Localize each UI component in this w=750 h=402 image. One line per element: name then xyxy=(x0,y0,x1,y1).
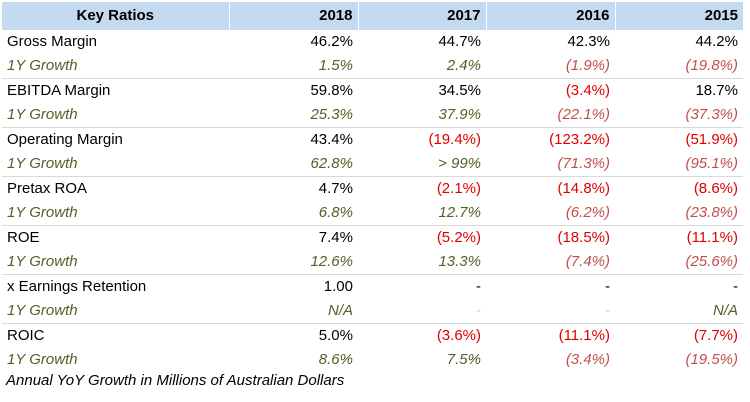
metric-value: - xyxy=(733,278,738,295)
row-roic: ROIC 5.0% (3.6%) (11.1%) (7.7%) xyxy=(2,324,743,349)
growth-value: 7.5% xyxy=(446,351,481,368)
row-ebitda-margin: EBITDA Margin 59.8% 34.5% (3.4%) 18.7% xyxy=(2,79,743,104)
growth-value: (1.9%) xyxy=(486,54,615,79)
growth-value: (37.3%) xyxy=(615,103,743,128)
metric-label: ROE xyxy=(7,229,40,246)
growth-value: (19.5%) xyxy=(685,351,738,368)
metric-value: 4.7% xyxy=(318,180,353,197)
metric-label: Gross Margin xyxy=(7,33,98,50)
row-roe-growth: 1Y Growth 12.6% 13.3% (7.4%) (25.6%) xyxy=(2,250,743,275)
metric-value: 59.8% xyxy=(310,82,353,99)
row-gross-margin: Gross Margin 46.2% 44.7% 42.3% 44.2% xyxy=(2,30,743,54)
metric-value: (3.4%) xyxy=(565,82,610,99)
growth-value: (19.8%) xyxy=(615,54,743,79)
growth-value: 2.4% xyxy=(358,54,486,79)
growth-value: 12.6% xyxy=(229,250,358,275)
metric-label: x Earnings Retention xyxy=(7,278,147,295)
metric-value: (18.5%) xyxy=(557,229,610,246)
growth-label: 1Y Growth xyxy=(2,152,229,177)
metric-value: 46.2% xyxy=(310,33,353,50)
growth-label: 1Y Growth xyxy=(2,54,229,79)
row-operating-margin: Operating Margin 43.4% (19.4%) (123.2%) … xyxy=(2,128,743,153)
growth-value: 1.5% xyxy=(229,54,358,79)
growth-value: (25.6%) xyxy=(615,250,743,275)
row-ebitda-margin-growth: 1Y Growth 25.3% 37.9% (22.1%) (37.3%) xyxy=(2,103,743,128)
metric-label: Pretax ROA xyxy=(7,180,88,197)
metric-value: 42.3% xyxy=(567,33,610,50)
growth-value: - xyxy=(358,299,486,324)
metric-value: (8.6%) xyxy=(693,180,738,197)
header-year-2016: 2016 xyxy=(485,2,615,30)
row-gross-margin-growth: 1Y Growth 1.5% 2.4% (1.9%) (19.8%) xyxy=(2,54,743,79)
growth-value: 37.9% xyxy=(358,103,486,128)
metric-value: (7.7%) xyxy=(693,327,738,344)
header-row: Key Ratios 2018 2017 2016 2015 xyxy=(2,2,743,30)
metric-value: (11.1%) xyxy=(558,327,610,344)
growth-label: 1Y Growth xyxy=(2,299,229,324)
metric-label: EBITDA Margin xyxy=(7,82,111,99)
metric-value: (123.2%) xyxy=(549,131,610,148)
metric-value: 1.00 xyxy=(323,278,353,295)
header-key-ratios: Key Ratios xyxy=(2,2,229,30)
growth-value: 8.6% xyxy=(318,351,353,368)
growth-value: (6.2%) xyxy=(486,201,615,226)
growth-value: (3.4%) xyxy=(565,351,610,368)
metric-value: 44.7% xyxy=(438,33,481,50)
metric-value: 34.5% xyxy=(438,82,481,99)
growth-value: (23.8%) xyxy=(615,201,743,226)
growth-label: 1Y Growth xyxy=(2,201,229,226)
row-roe: ROE 7.4% (5.2%) (18.5%) (11.1%) xyxy=(2,226,743,251)
metric-value: - xyxy=(476,278,481,295)
growth-label: 1Y Growth xyxy=(7,351,78,368)
metric-value: - xyxy=(605,278,610,295)
growth-value: (71.3%) xyxy=(486,152,615,177)
growth-value: 6.8% xyxy=(229,201,358,226)
growth-value: - xyxy=(486,299,615,324)
header-year-2015: 2015 xyxy=(614,2,743,30)
growth-value: > 99% xyxy=(358,152,486,177)
row-operating-margin-growth: 1Y Growth 62.8% > 99% (71.3%) (95.1%) xyxy=(2,152,743,177)
growth-label: 1Y Growth xyxy=(2,103,229,128)
growth-value: N/A xyxy=(229,299,358,324)
header-year-2018: 2018 xyxy=(228,2,358,30)
metric-label: Operating Margin xyxy=(7,131,123,148)
growth-value: 62.8% xyxy=(229,152,358,177)
metric-value: (14.8%) xyxy=(557,180,610,197)
metric-value: (2.1%) xyxy=(436,180,481,197)
growth-value: (22.1%) xyxy=(486,103,615,128)
metric-value: (3.6%) xyxy=(436,327,481,344)
growth-value: N/A xyxy=(615,299,743,324)
metric-value: 43.4% xyxy=(310,131,353,148)
row-earnings-retention: x Earnings Retention 1.00 - - - xyxy=(2,275,743,300)
metric-value: 5.0% xyxy=(318,327,353,344)
growth-label: 1Y Growth xyxy=(2,250,229,275)
row-earnings-retention-growth: 1Y Growth N/A - - N/A xyxy=(2,299,743,324)
growth-value: 12.7% xyxy=(358,201,486,226)
row-roic-growth: 1Y Growth 8.6% 7.5% (3.4%) (19.5%) xyxy=(2,348,743,372)
metric-value: (5.2%) xyxy=(436,229,481,246)
metric-value: (11.1%) xyxy=(686,229,738,246)
growth-value: (95.1%) xyxy=(615,152,743,177)
metric-value: (19.4%) xyxy=(428,131,481,148)
row-pretax-roa-growth: 1Y Growth 6.8% 12.7% (6.2%) (23.8%) xyxy=(2,201,743,226)
key-ratios-table: Key Ratios 2018 2017 2016 2015 Gross Mar… xyxy=(2,2,743,372)
metric-value: 44.2% xyxy=(695,33,738,50)
metric-value: 18.7% xyxy=(695,82,738,99)
metric-value: (51.9%) xyxy=(685,131,738,148)
growth-value: 25.3% xyxy=(229,103,358,128)
metric-label: ROIC xyxy=(7,327,45,344)
metric-value: 7.4% xyxy=(318,229,353,246)
growth-value: 13.3% xyxy=(358,250,486,275)
header-year-2017: 2017 xyxy=(357,2,486,30)
row-pretax-roa: Pretax ROA 4.7% (2.1%) (14.8%) (8.6%) xyxy=(2,177,743,202)
growth-value: (7.4%) xyxy=(486,250,615,275)
footnote: Annual YoY Growth in Millions of Austral… xyxy=(6,372,345,389)
